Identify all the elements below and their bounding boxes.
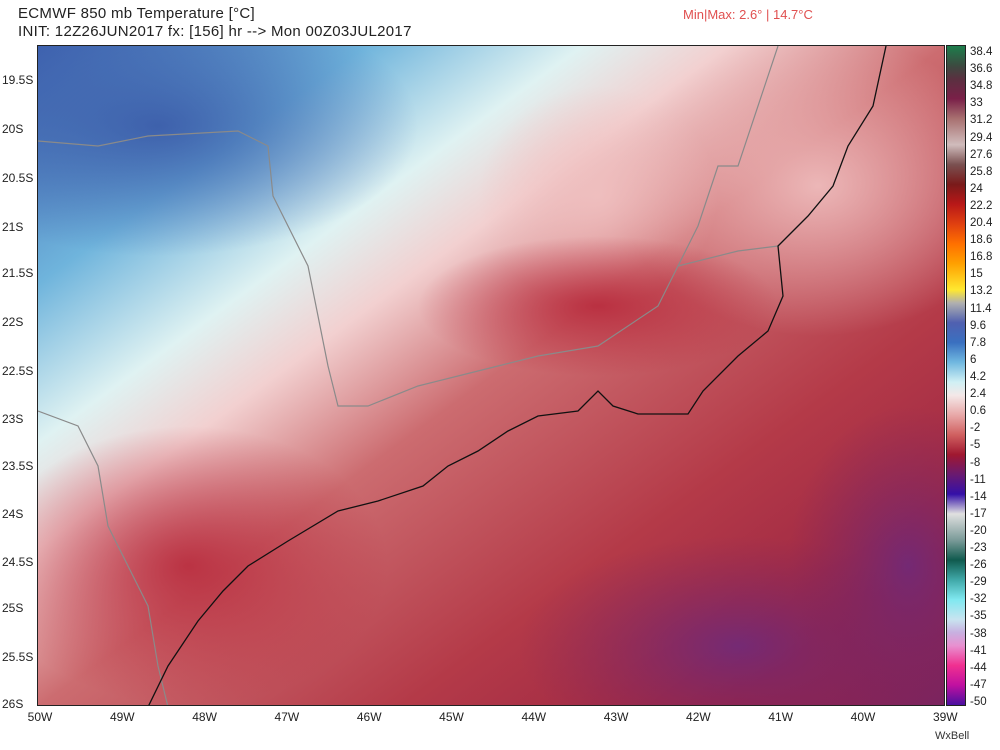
colorbar-label: 38.4 — [970, 46, 993, 58]
temperature-map — [37, 45, 945, 706]
lon-label: 50W — [27, 710, 53, 724]
colorbar-label: 24 — [970, 182, 983, 195]
colorbar-label: -38 — [970, 627, 987, 640]
lon-label: 47W — [274, 710, 300, 724]
lat-label: 26S — [2, 697, 24, 711]
lat-label: 19.5S — [2, 73, 34, 87]
lat-label: 21S — [2, 220, 24, 234]
lon-label: 46W — [356, 710, 382, 724]
colorbar — [946, 45, 966, 706]
colorbar-label: -29 — [970, 576, 987, 589]
colorbar-label: 2.4 — [970, 388, 986, 401]
colorbar-label: 29.4 — [970, 131, 993, 144]
colorbar-label: 13.2 — [970, 285, 993, 298]
colorbar-label: 36.6 — [970, 63, 993, 76]
lat-label: 23.5S — [2, 459, 34, 473]
colorbar-label: -47 — [970, 678, 987, 691]
lat-label: 22.5S — [2, 364, 34, 378]
lat-label: 21.5S — [2, 266, 34, 280]
colorbar-label: 4.2 — [970, 371, 986, 383]
colorbar-label: -23 — [970, 542, 987, 555]
lat-label: 20.5S — [2, 171, 34, 185]
colorbar-label: 9.6 — [970, 319, 986, 332]
colorbar-label: -11 — [970, 473, 986, 486]
state-border — [38, 46, 779, 407]
lon-label: 42W — [686, 710, 711, 724]
colorbar-label: 33 — [970, 97, 983, 110]
colorbar-label: 27.6 — [970, 148, 993, 161]
lat-label: 25S — [2, 601, 24, 615]
colorbar-label: 22.2 — [970, 199, 993, 212]
colorbar-label: -2 — [970, 422, 981, 435]
wxbell-logo: WxBell — [935, 730, 970, 742]
colorbar-label: 25.8 — [970, 165, 993, 178]
lat-label: 22S — [2, 315, 24, 329]
colorbar-label: 0.6 — [970, 405, 986, 418]
temperature-field — [38, 46, 944, 705]
colorbar-label: 16.8 — [970, 251, 993, 264]
colorbar-label: 31.2 — [970, 114, 993, 127]
lon-label: 43W — [603, 710, 629, 724]
colorbar-label: 20.4 — [970, 217, 993, 230]
lon-label: 48W — [192, 710, 217, 724]
colorbar-label: -14 — [970, 490, 987, 503]
lon-label: 45W — [439, 710, 464, 724]
colorbar-label: 6 — [970, 353, 977, 366]
colorbar-label: 18.6 — [970, 234, 993, 247]
colorbar-label: -41 — [970, 644, 987, 657]
lon-label: 44W — [521, 710, 547, 724]
lat-label: 24S — [2, 507, 24, 521]
lon-label: 49W — [109, 710, 135, 724]
colorbar-label: 11.4 — [970, 302, 992, 315]
colorbar-label: -20 — [970, 524, 987, 537]
colorbar-label: -32 — [970, 593, 987, 606]
state-border — [38, 410, 169, 705]
colorbar-label: -8 — [970, 456, 981, 469]
lat-label: 25.5S — [2, 650, 34, 664]
colorbar-label: -44 — [970, 661, 987, 674]
coastline — [148, 46, 887, 705]
lat-label: 24.5S — [2, 555, 34, 569]
colorbar-label: -35 — [970, 610, 987, 623]
colorbar-label: -5 — [970, 439, 981, 452]
lon-label: 39W — [932, 710, 958, 724]
colorbar-label: 7.8 — [970, 336, 986, 349]
colorbar-label: -26 — [970, 559, 987, 572]
min-max-readout: Min|Max: 2.6° | 14.7°C — [683, 7, 813, 22]
colorbar-label: -50 — [970, 696, 987, 708]
lat-label: 20S — [2, 122, 24, 136]
colorbar-label: 34.8 — [970, 80, 993, 93]
lon-label: 40W — [850, 710, 876, 724]
lat-label: 23S — [2, 412, 24, 426]
init-forecast-line: INIT: 12Z26JUN2017 fx: [156] hr --> Mon … — [18, 23, 412, 40]
colorbar-label: -17 — [970, 507, 987, 520]
lon-label: 41W — [768, 710, 794, 724]
map-title: ECMWF 850 mb Temperature [°C] — [18, 5, 255, 22]
colorbar-label: 15 — [970, 268, 983, 281]
